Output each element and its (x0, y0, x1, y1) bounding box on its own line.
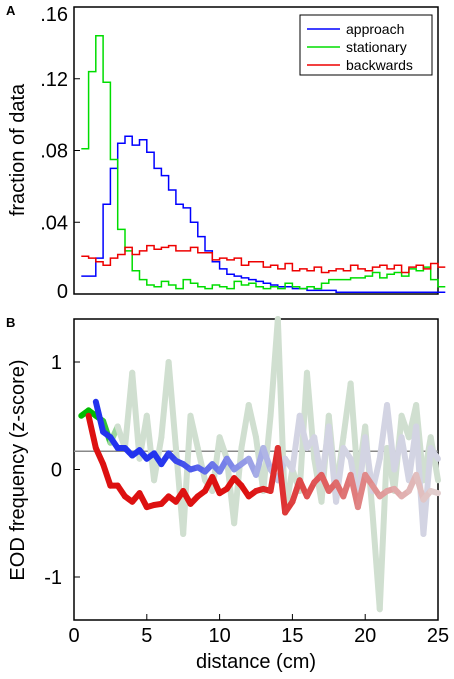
panel-a-letter: A (6, 3, 16, 18)
line-segment-stationary (245, 402, 259, 441)
line-segment-approach (260, 445, 274, 473)
y-tick-label: .16 (40, 4, 68, 26)
legend-label-stationary: stationary (346, 39, 407, 55)
z-score-line-backwards (85, 412, 441, 516)
line-segment-stationary (216, 434, 230, 462)
line-segment-stationary (194, 445, 209, 484)
histogram-line-backwards (81, 244, 446, 274)
panel-b-series (78, 316, 441, 613)
x-tick-label: 20 (354, 625, 376, 647)
line-segment-approach (333, 445, 347, 505)
line-segment-stationary (180, 412, 194, 537)
line-segment-backwards (85, 412, 99, 451)
panel-b-x-ticks: 0 5 10 15 20 25 (68, 614, 449, 647)
line-segment-approach (296, 412, 310, 451)
line-segment-approach (384, 402, 398, 473)
panel-a-y-ticks: 0 .04 .08 .12 .16 (40, 4, 80, 303)
x-tick-label: 25 (427, 625, 449, 647)
line-segment-stationary (347, 380, 361, 484)
line-segment-stationary (376, 445, 391, 613)
legend-label-approach: approach (346, 21, 404, 37)
legend-label-backwards: backwards (346, 57, 413, 73)
panel-b-y-ticks: -1 0 1 (44, 352, 80, 589)
line-segment-stationary (187, 412, 201, 451)
panel-a-series (81, 34, 446, 293)
panel-b-x-axis-label: distance (cm) (196, 651, 316, 673)
histogram-line-stationary (81, 34, 446, 290)
line-segment-approach (289, 412, 303, 473)
panel-b-y-axis-label: EOD frequency (z-score) (7, 359, 29, 580)
line-segment-approach (427, 445, 441, 462)
y-tick-label: .08 (40, 141, 68, 163)
line-segment-backwards (100, 461, 114, 489)
line-segment-stationary (427, 434, 441, 484)
x-tick-label: 15 (281, 625, 303, 647)
histogram-line-approach (81, 135, 446, 293)
y-tick-label: 0 (51, 460, 62, 482)
x-tick-label: 0 (68, 625, 79, 647)
y-tick-label: 0 (57, 281, 68, 303)
line-segment-backwards (354, 471, 369, 511)
x-tick-label: 5 (141, 625, 152, 647)
line-segment-backwards (427, 488, 441, 497)
line-segment-stationary (129, 369, 143, 462)
y-tick-label: .04 (40, 212, 68, 234)
line-segment-backwards (274, 445, 289, 516)
panel-a-plot: 0 .04 .08 .12 .16 fraction of data approach s… (7, 4, 446, 303)
panel-b-plot: 0 5 10 15 20 25 -101 EOD frequency (z-score) … (7, 316, 449, 673)
legend: approach stationary backwards (299, 14, 433, 76)
line-segment-stationary (165, 359, 179, 451)
line-segment-backwards (413, 471, 427, 503)
y-tick-label: -1 (44, 567, 62, 589)
line-segment-approach (92, 398, 107, 435)
y-tick-label: .12 (40, 69, 68, 91)
legend-box (299, 14, 433, 76)
panel-a-y-axis-label: fraction of data (7, 83, 29, 216)
y-tick-label: 1 (51, 352, 62, 374)
x-tick-label: 10 (208, 625, 230, 647)
panel-b-letter: B (6, 315, 15, 330)
